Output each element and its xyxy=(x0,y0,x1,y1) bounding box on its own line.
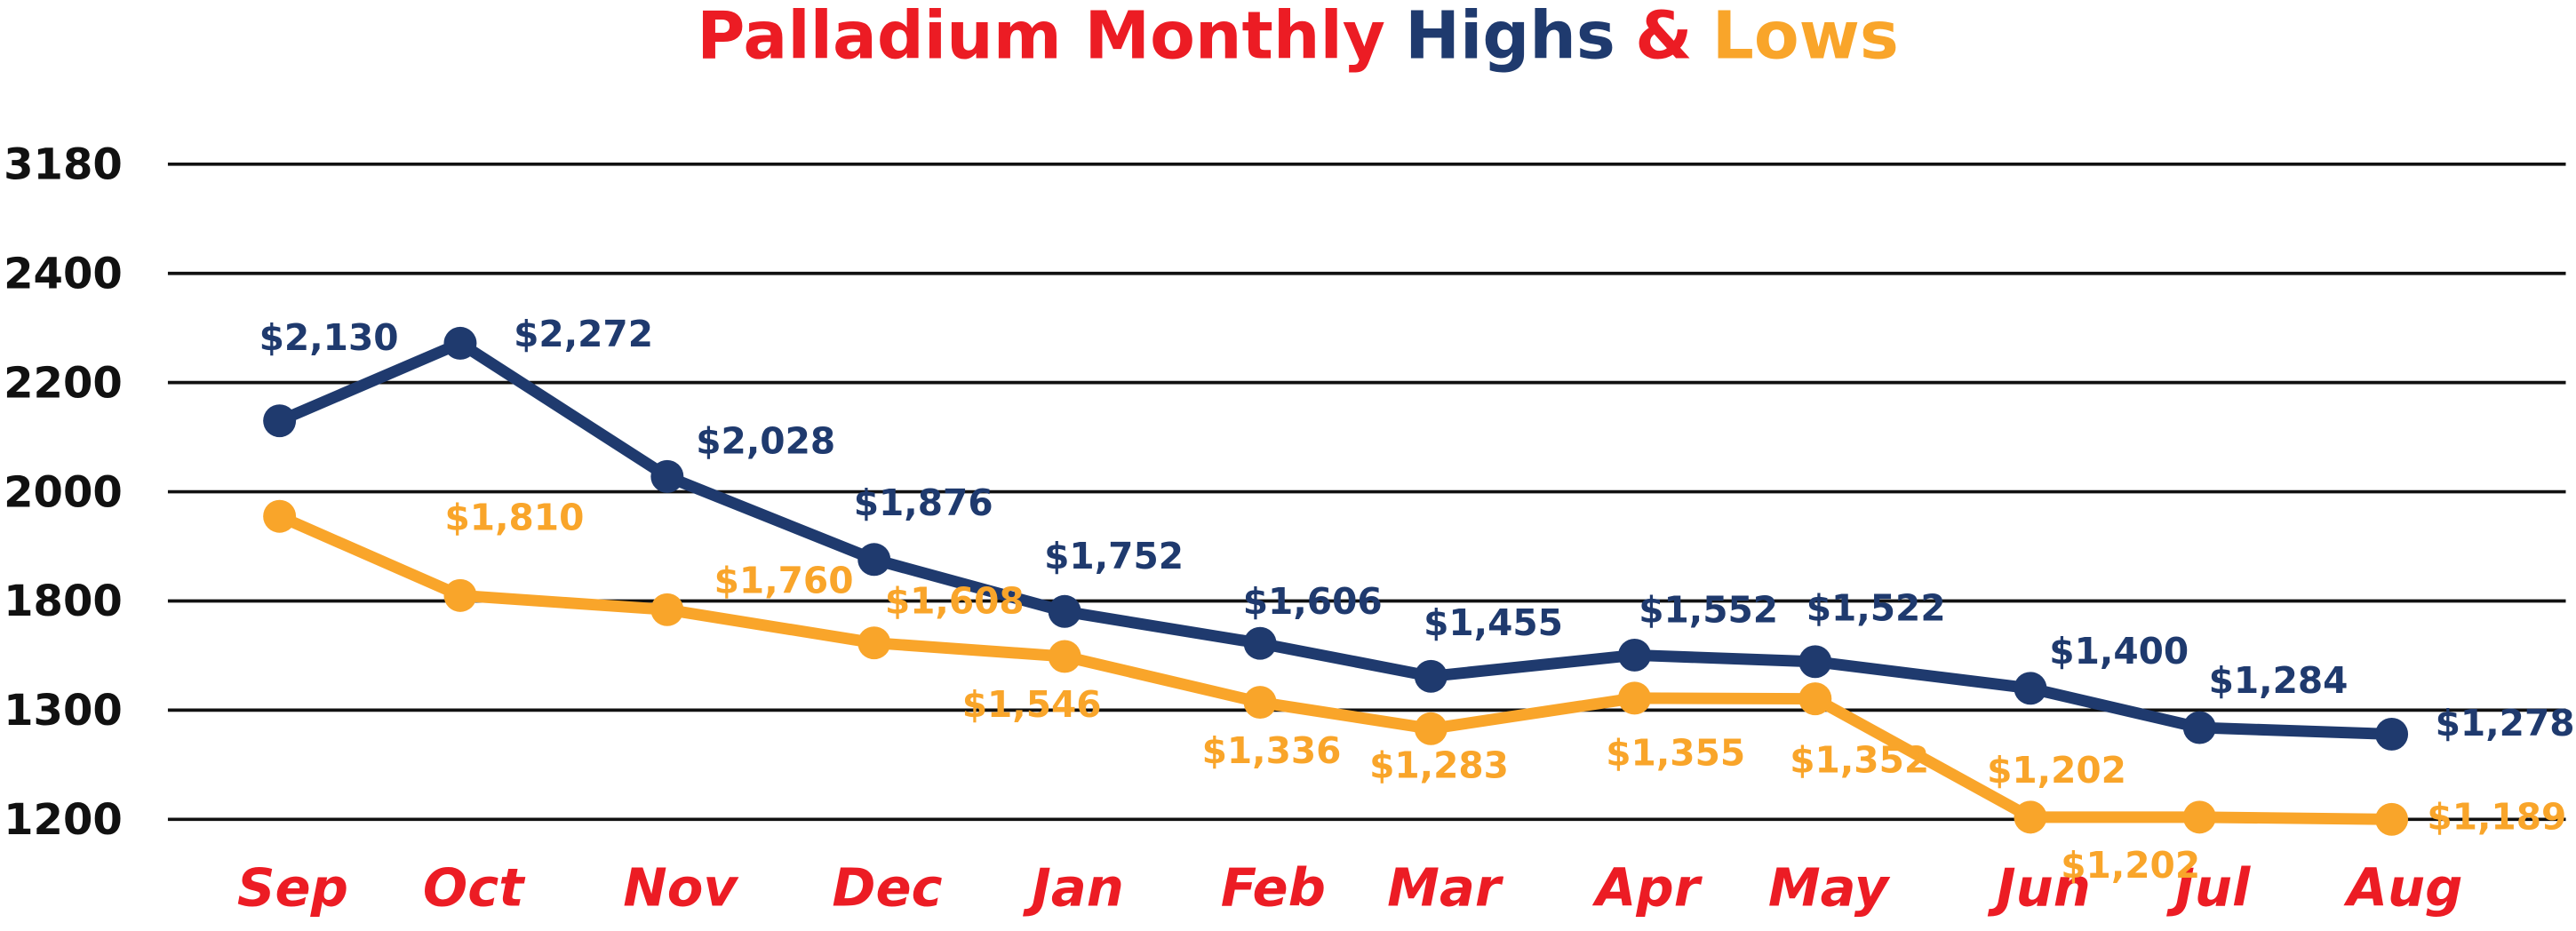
x-tick-label: Mar xyxy=(1387,857,1504,919)
value-label: $2,272 xyxy=(514,313,653,355)
point xyxy=(1243,686,1277,720)
y-tick-label: 2000 xyxy=(4,467,123,517)
point xyxy=(1414,659,1448,693)
title-part: & xyxy=(1635,0,1692,74)
title-part: Lows xyxy=(1712,0,1899,74)
value-label: $1,352 xyxy=(1790,739,1929,782)
point xyxy=(2182,800,2216,834)
y-tick-label: 1800 xyxy=(4,577,123,626)
value-label: $1,552 xyxy=(1639,588,1778,631)
value-label: $1,546 xyxy=(962,683,1102,726)
value-label: $1,355 xyxy=(1606,732,1745,775)
point xyxy=(1798,682,1832,716)
title-part: Highs xyxy=(1405,0,1615,74)
x-tick-label: Feb xyxy=(1221,857,1326,919)
value-label: $1,522 xyxy=(1806,587,1946,630)
value-label: $1,202 xyxy=(1987,749,2126,792)
value-label: $1,760 xyxy=(714,560,854,602)
x-tick-label: Aug xyxy=(2343,857,2462,919)
series-line xyxy=(277,337,2392,740)
chart-title: Palladium Monthly Highs & Lows xyxy=(697,0,1899,74)
x-tick-label: Jun xyxy=(1988,857,2091,919)
value-label: $1,283 xyxy=(1369,744,1509,787)
value-label: $1,752 xyxy=(1044,535,1184,577)
value-label: $1,278 xyxy=(2436,702,2575,744)
value-label: $1,284 xyxy=(2209,659,2349,702)
value-label: $1,810 xyxy=(444,496,584,538)
title-part: Palladium Monthly xyxy=(697,0,1385,74)
x-tick-label: Nov xyxy=(623,857,739,919)
point xyxy=(443,578,477,612)
value-label: $2,028 xyxy=(696,419,835,462)
series-line xyxy=(277,511,2392,825)
y-tick-label: 2200 xyxy=(4,358,123,408)
point xyxy=(1243,626,1277,660)
point xyxy=(263,404,297,438)
point xyxy=(1618,681,1651,715)
x-tick-label: Jan xyxy=(1023,857,1124,919)
point xyxy=(1048,640,1081,673)
point xyxy=(443,326,477,360)
point xyxy=(1618,638,1651,672)
point xyxy=(1414,712,1448,745)
y-tick-label: 3180 xyxy=(4,140,123,190)
x-tick-label: Dec xyxy=(832,857,942,919)
value-label: $1,606 xyxy=(1243,580,1383,623)
value-label: $1,400 xyxy=(2049,630,2189,672)
value-label: $1,189 xyxy=(2427,795,2566,838)
point xyxy=(2014,672,2047,705)
point xyxy=(2014,800,2047,834)
x-tick-label: Jul xyxy=(2166,857,2251,919)
y-tick-label: 1200 xyxy=(4,795,123,845)
point xyxy=(263,499,297,533)
point xyxy=(2375,717,2409,751)
y-tick-label: 2400 xyxy=(4,249,123,298)
point xyxy=(650,459,684,493)
value-label: $1,336 xyxy=(1202,729,1342,772)
x-tick-label: Apr xyxy=(1592,857,1703,919)
x-tick-label: Oct xyxy=(423,857,526,919)
point xyxy=(1798,645,1832,679)
point xyxy=(2375,802,2409,836)
point xyxy=(857,626,891,660)
value-label: $1,202 xyxy=(2061,844,2200,887)
x-tick-label: Sep xyxy=(237,857,348,919)
value-label: $1,608 xyxy=(885,579,1025,622)
point xyxy=(650,593,684,626)
point xyxy=(2182,711,2216,744)
value-label: $1,455 xyxy=(1424,601,1563,644)
x-tick-label: May xyxy=(1768,857,1891,919)
value-label: $1,876 xyxy=(854,481,993,524)
y-tick-label: 1300 xyxy=(4,686,123,736)
point xyxy=(1048,594,1081,628)
point xyxy=(857,543,891,577)
value-label: $2,130 xyxy=(259,316,399,359)
